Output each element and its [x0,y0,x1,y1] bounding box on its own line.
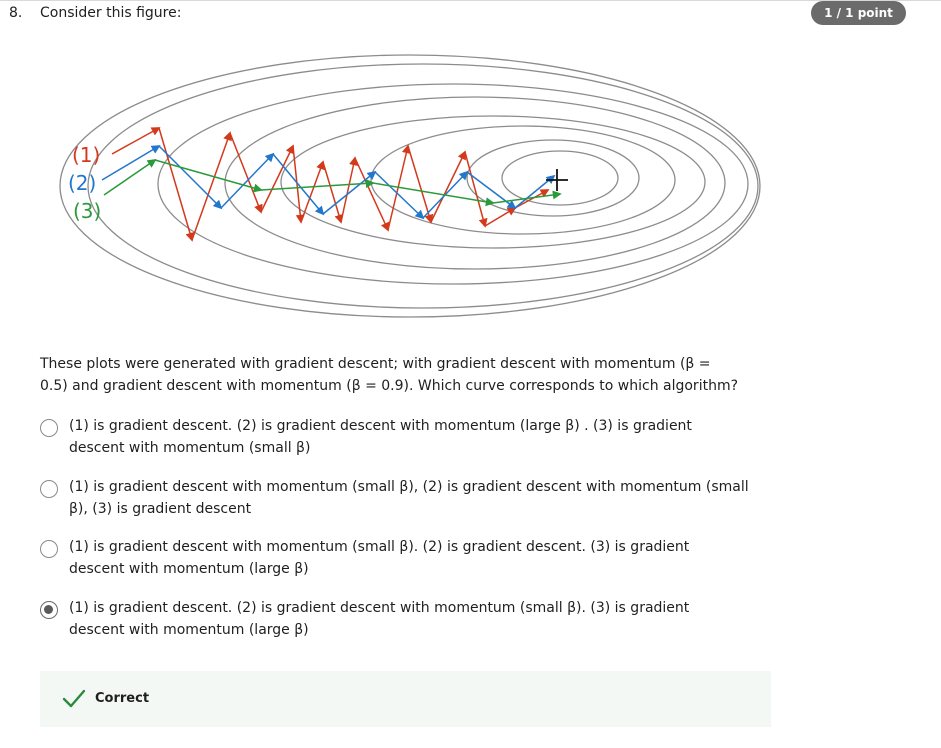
question-title: Consider this figure: [40,5,182,21]
curve-3-path [103,158,562,207]
answer-option-1[interactable]: (1) is gradient descent. (2) is gradient… [40,415,760,459]
answer-option-4-text[interactable]: (1) is gradient descent. (2) is gradient… [69,600,690,638]
answer-option-3[interactable]: (1) is gradient descent with momentum (s… [40,536,760,580]
radio-button-3[interactable] [40,540,58,558]
score-badge: 1 / 1 point [811,1,906,25]
answer-option-2-text[interactable]: (1) is gradient descent with momentum (s… [69,479,749,517]
answer-option-2[interactable]: (1) is gradient descent with momentum (s… [40,476,760,520]
contour-ring-3 [157,83,749,285]
curve-1-path [111,127,550,242]
curve-3-label: (3) [73,199,102,223]
curve-2-path [101,145,556,220]
contour-ring-2 [87,63,759,309]
question-number: 8. [9,5,23,21]
radio-button-1[interactable] [40,419,58,437]
checkmark-icon [62,689,86,708]
contour-plot [59,54,761,318]
answer-option-1-text[interactable]: (1) is gradient descent. (2) is gradient… [69,418,692,456]
contour-ring-8 [501,150,619,206]
feedback-label: Correct [95,691,150,706]
radio-button-2[interactable] [40,480,58,498]
contour-ring-5 [280,115,706,249]
curve-2-label: (2) [68,171,97,195]
curve-1-label: (1) [72,143,101,167]
top-divider [0,0,941,1]
contour-ring-1 [59,54,761,318]
gradient-descent-figure: (1) (2) (3) [55,50,765,325]
answer-option-4[interactable]: (1) is gradient descent. (2) is gradient… [40,597,760,641]
answer-option-3-text[interactable]: (1) is gradient descent with momentum (s… [69,539,690,577]
plus-icon [546,169,568,191]
radio-button-4-selected[interactable] [40,601,58,619]
feedback-panel: Correct [40,671,771,727]
contour-lines [59,54,761,318]
contour-ring-4 [224,96,726,270]
question-prompt: These plots were generated with gradient… [40,356,739,394]
